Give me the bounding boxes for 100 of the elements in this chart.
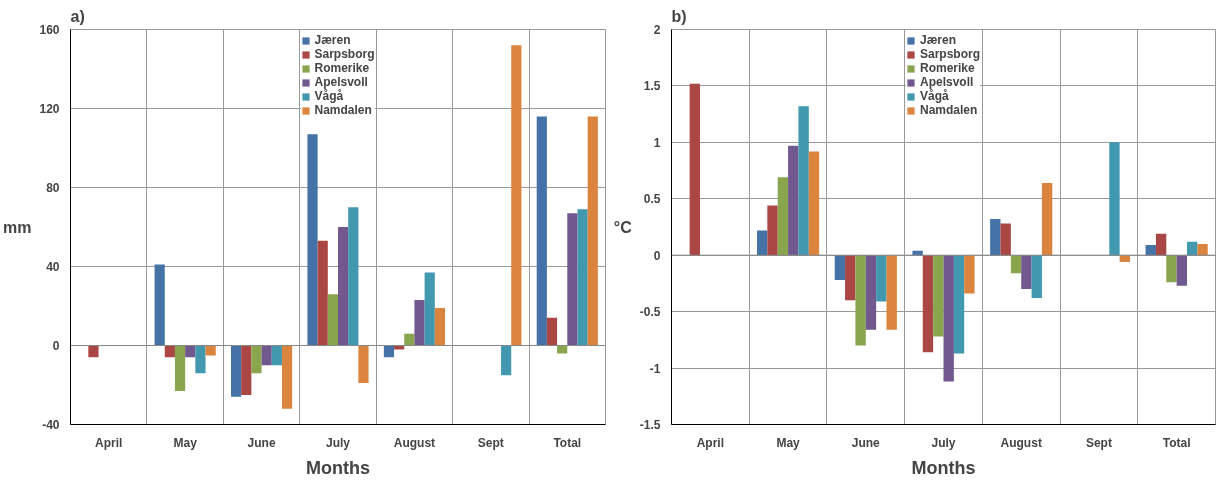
- legend-label: Jæren: [314, 33, 351, 47]
- y-tick-label: 0.5: [643, 192, 661, 207]
- bar: [195, 345, 206, 374]
- bar: [546, 317, 558, 346]
- bar: [845, 255, 856, 301]
- x-tick-label: May: [173, 435, 198, 450]
- legend-label: Namdalen: [919, 103, 978, 117]
- legend-label: Sarpsborg: [314, 47, 375, 61]
- bar: [271, 345, 282, 366]
- bar: [174, 345, 186, 391]
- bar: [912, 250, 923, 256]
- bar: [164, 345, 175, 358]
- bar: [798, 106, 809, 256]
- x-tick-label: August: [1000, 435, 1042, 450]
- bar: [241, 345, 252, 395]
- y-tick-label: 0: [653, 248, 661, 263]
- x-axis-title: Months: [911, 457, 976, 478]
- legend-label: Apelsvoll: [314, 75, 368, 89]
- y-tick-label: 1: [653, 135, 661, 150]
- bar: [327, 294, 338, 346]
- x-tick-label: Total: [553, 435, 582, 450]
- bar: [865, 255, 877, 330]
- x-tick-label: July: [325, 435, 351, 450]
- bar: [383, 345, 395, 358]
- bar: [511, 45, 522, 346]
- bar: [1109, 142, 1120, 256]
- x-tick-label: July: [931, 435, 956, 450]
- legend-label: Namdalen: [314, 103, 372, 117]
- chart-title: b): [671, 7, 687, 25]
- x-tick-label: Total: [1162, 435, 1191, 450]
- bar: [1031, 255, 1042, 299]
- x-tick-label: May: [776, 435, 801, 450]
- y-tick-label: 40: [46, 260, 60, 274]
- bar: [855, 255, 866, 346]
- legend-label: Vågå: [314, 89, 344, 103]
- bar: [1187, 241, 1198, 256]
- bar: [185, 345, 196, 358]
- bar: [1176, 255, 1187, 286]
- bar: [281, 345, 293, 409]
- y-tick-label: -0.5: [639, 305, 661, 320]
- y-tick-label: -1.5: [639, 418, 661, 432]
- bar: [261, 345, 272, 366]
- bar: [587, 116, 598, 346]
- bar: [1197, 243, 1208, 256]
- bar: [88, 345, 99, 358]
- bar: [1145, 245, 1156, 256]
- y-axis-title: mm: [3, 218, 32, 236]
- bar: [1166, 255, 1177, 283]
- x-tick-label: June: [247, 435, 276, 450]
- bar: [231, 345, 242, 397]
- x-tick-label: April: [95, 435, 123, 450]
- y-tick-label: 80: [46, 181, 60, 195]
- bar: [886, 255, 897, 330]
- bar: [414, 300, 425, 346]
- y-tick-label: 0: [52, 339, 60, 353]
- bar: [338, 227, 349, 346]
- chart-title: a): [70, 7, 85, 25]
- x-tick-label: Sept: [1085, 435, 1112, 450]
- legend-label: Sarpsborg: [919, 47, 981, 61]
- bar: [933, 255, 944, 337]
- bar: [788, 145, 799, 256]
- x-tick-label: June: [851, 435, 881, 450]
- bar: [689, 83, 700, 256]
- bar: [943, 255, 954, 382]
- bar: [808, 151, 820, 256]
- bar: [577, 209, 588, 346]
- bar: [424, 272, 435, 346]
- bar: [922, 255, 934, 353]
- bar: [1021, 255, 1032, 290]
- y-tick-label: 120: [39, 102, 60, 116]
- y-tick-label: 2: [653, 23, 661, 37]
- x-tick-label: August: [393, 435, 436, 450]
- x-tick-label: Sept: [477, 435, 504, 450]
- legend-label: Jæren: [919, 33, 957, 47]
- bar: [251, 345, 262, 374]
- bar: [964, 255, 975, 294]
- bar: [567, 213, 578, 346]
- bar: [404, 333, 415, 346]
- y-tick-label: 1.5: [643, 79, 661, 94]
- y-tick-label: -40: [42, 418, 60, 432]
- x-tick-label: April: [696, 435, 725, 450]
- bar: [358, 345, 369, 384]
- bar: [953, 255, 965, 354]
- legend-label: Romerike: [314, 61, 370, 75]
- bar: [777, 177, 789, 256]
- bar: [876, 255, 887, 302]
- y-tick-label: -1: [649, 361, 661, 376]
- bar: [1010, 255, 1022, 274]
- y-axis-title: °C: [613, 218, 633, 236]
- legend-label: Apelsvoll: [919, 75, 974, 89]
- bar: [767, 205, 778, 256]
- bar: [434, 307, 445, 346]
- bar: [756, 230, 768, 256]
- bar: [317, 240, 328, 346]
- bar: [307, 134, 318, 346]
- bar: [990, 219, 1001, 256]
- bar: [154, 264, 165, 346]
- bar: [536, 116, 547, 346]
- legend-label: Romerike: [919, 61, 975, 75]
- x-axis-title: Months: [306, 457, 370, 478]
